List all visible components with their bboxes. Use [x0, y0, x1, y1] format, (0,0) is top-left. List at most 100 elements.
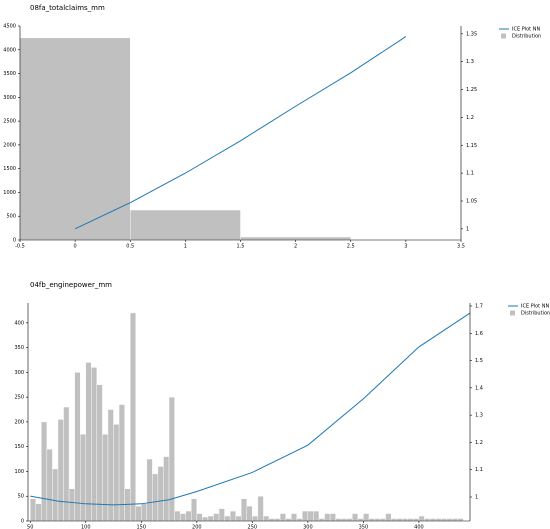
y-tick-label: 100: [14, 469, 24, 475]
line: [74, 36, 407, 230]
y-tick-label: 4000: [3, 47, 16, 53]
y2-tick-label: 1.05: [466, 198, 477, 204]
y-tick-label: 3500: [3, 71, 16, 77]
bar: [202, 516, 209, 522]
line: [30, 312, 471, 506]
bar: [174, 510, 181, 522]
bar: [130, 209, 241, 241]
bar: [268, 518, 275, 522]
legend-label: Distribution: [512, 34, 541, 40]
bar: [257, 496, 264, 522]
y-tick-label: 2000: [3, 142, 16, 148]
bar: [435, 518, 442, 522]
legend-label: ICE Plot NN: [512, 27, 540, 33]
bar: [452, 518, 458, 522]
bar: [146, 458, 153, 522]
bar: [302, 510, 309, 522]
bar: [285, 518, 292, 522]
bar: [30, 498, 36, 522]
bar: [252, 515, 259, 522]
bar: [185, 510, 192, 522]
bar: [68, 488, 75, 522]
x-tick-label: 100: [81, 525, 91, 529]
x-tick-label: 3: [404, 244, 407, 250]
bar: [41, 421, 48, 522]
y-tick-label: 1500: [3, 166, 16, 172]
bar: [346, 518, 353, 522]
y2-tick-label: 1.15: [466, 143, 477, 149]
chart-title: 04fb_enginepower_mm: [30, 281, 112, 289]
y2-tick-label: 1.1: [466, 171, 474, 177]
bar: [246, 505, 253, 522]
bar: [390, 518, 397, 522]
bar: [240, 236, 351, 241]
bar: [168, 396, 175, 522]
x-tick-label: -0.5: [15, 244, 25, 250]
bar: [74, 372, 81, 522]
x-tick-label: 1.5: [237, 244, 245, 250]
x-tick-label: 2.5: [347, 244, 355, 250]
bar: [340, 518, 347, 522]
y2-tick-label: 1.7: [475, 304, 483, 310]
x-tick-label: 3.5: [457, 244, 465, 250]
x-tick-label: 200: [192, 525, 202, 529]
y-tick-label: 350: [14, 345, 24, 351]
bar: [457, 518, 464, 522]
bar: [307, 510, 314, 522]
bar: [135, 505, 142, 522]
bar: [196, 513, 203, 522]
x-tick-label: 350: [359, 525, 369, 529]
y2-tick-label: 1.1: [475, 467, 483, 473]
y-tick-label: 200: [14, 419, 24, 425]
y-tick-label: 150: [14, 444, 24, 450]
y2-tick-label: 1.35: [466, 31, 477, 37]
y2-tick-label: 1.5: [475, 358, 483, 364]
bar: [102, 434, 109, 522]
bar: [163, 456, 170, 522]
y-tick-label: 300: [14, 370, 24, 376]
bar: [207, 515, 214, 522]
bar: [129, 312, 136, 522]
bar: [52, 468, 59, 522]
bar: [152, 473, 159, 522]
y2-tick-label: 1.2: [466, 115, 474, 121]
x-tick-label: 1: [184, 244, 187, 250]
bar: [179, 513, 186, 522]
bar: [274, 518, 281, 522]
legend-swatch: [501, 33, 506, 39]
bar: [446, 518, 453, 522]
bar: [91, 367, 98, 522]
bar: [63, 406, 70, 522]
bar: [385, 513, 392, 522]
y2-tick-label: 1.2: [475, 440, 483, 446]
bar: [46, 448, 53, 522]
y-tick-label: 400: [14, 320, 24, 326]
x-tick-label: 250: [248, 525, 258, 529]
bar: [85, 362, 92, 522]
bar: [374, 518, 381, 522]
bar: [218, 508, 225, 522]
y-tick-label: 1000: [3, 190, 16, 196]
bar: [352, 513, 359, 522]
y-tick-label: 4500: [3, 24, 16, 30]
bar: [141, 503, 148, 522]
legend-label: Distribution: [521, 311, 550, 317]
x-tick-label: 0.5: [126, 244, 134, 250]
bar: [229, 510, 236, 522]
bar: [440, 518, 447, 522]
y2-tick-label: 1.4: [475, 385, 483, 391]
legend-label: ICE Plot NN: [521, 304, 549, 310]
bar: [235, 515, 242, 522]
x-tick-label: 300: [303, 525, 313, 529]
y2-tick-label: 1: [475, 494, 478, 500]
y2-tick-label: 1.6: [475, 331, 483, 337]
y2-tick-label: 1.3: [475, 413, 483, 419]
bar: [329, 513, 336, 522]
bar: [291, 513, 297, 522]
bar: [191, 498, 198, 522]
y-tick-label: 50: [18, 494, 24, 500]
bar: [57, 419, 64, 522]
bar: [19, 37, 131, 241]
y2-tick-label: 1.25: [466, 87, 477, 93]
legend-swatch: [510, 310, 515, 316]
